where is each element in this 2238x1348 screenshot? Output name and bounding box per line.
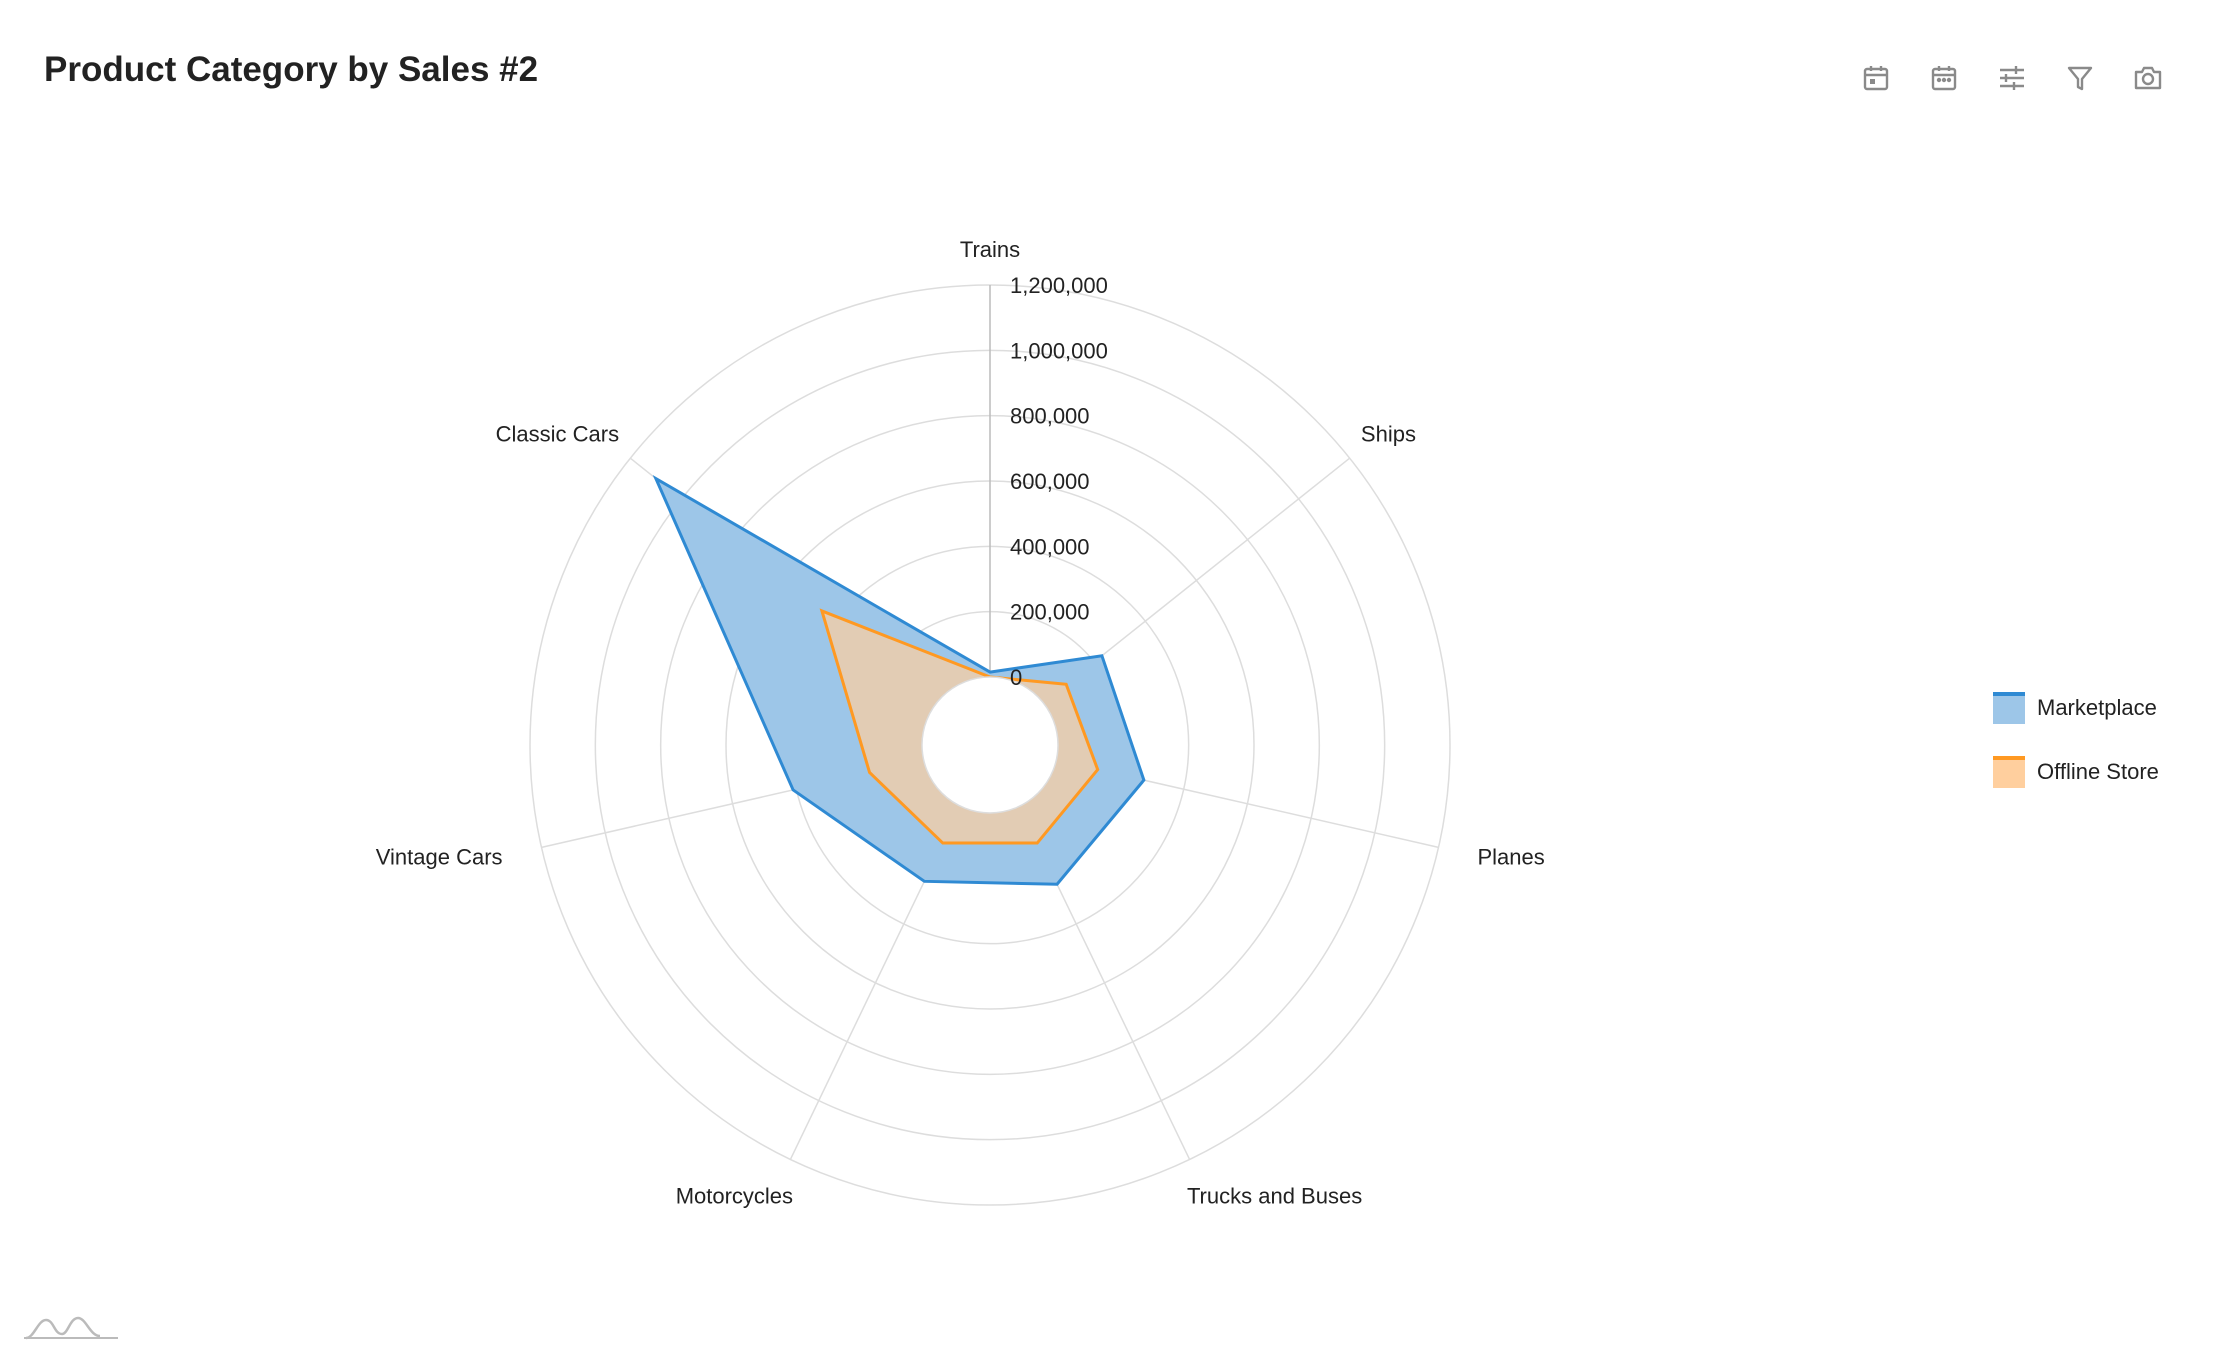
sliders-icon[interactable]: [1996, 62, 2028, 94]
category-label-vintage-cars: Vintage Cars: [376, 844, 503, 869]
category-label-ships: Ships: [1361, 421, 1416, 446]
logo-icon: [24, 1310, 120, 1345]
page-title: Product Category by Sales #2: [44, 50, 539, 89]
legend-label-marketplace: Marketplace: [2037, 695, 2157, 720]
radial-tick-label: 600,000: [1010, 469, 1090, 494]
radial-tick-label: 1,000,000: [1010, 338, 1108, 363]
radial-tick-label: 0: [1010, 665, 1022, 690]
legend-item-offline-store[interactable]: Offline Store: [1993, 756, 2159, 788]
radial-tick-label: 400,000: [1010, 534, 1090, 559]
category-label-motorcycles: Motorcycles: [676, 1183, 793, 1208]
calendar-icon[interactable]: [1928, 62, 1960, 94]
radial-tick-label: 1,200,000: [1010, 273, 1108, 298]
radial-tick-label: 200,000: [1010, 600, 1090, 625]
camera-icon[interactable]: [2132, 62, 2164, 94]
radial-tick-label: 800,000: [1010, 404, 1090, 429]
legend-item-marketplace[interactable]: Marketplace: [1993, 692, 2159, 724]
center-hole: [921, 676, 1059, 814]
legend-label-offline-store: Offline Store: [2037, 759, 2159, 784]
legend-swatch-offline-store: [1993, 756, 2025, 788]
chart-toolbar: [1860, 62, 2164, 94]
category-label-trucks-and-buses: Trucks and Buses: [1187, 1183, 1362, 1208]
category-label-planes: Planes: [1477, 844, 1544, 869]
calendar-day-icon[interactable]: [1860, 62, 1892, 94]
legend-swatch-marketplace: [1993, 692, 2025, 724]
category-label-trains: Trains: [960, 237, 1020, 262]
category-label-classic-cars: Classic Cars: [496, 421, 619, 446]
legend: Marketplace Offline Store: [1993, 692, 2159, 820]
filter-icon[interactable]: [2064, 62, 2096, 94]
